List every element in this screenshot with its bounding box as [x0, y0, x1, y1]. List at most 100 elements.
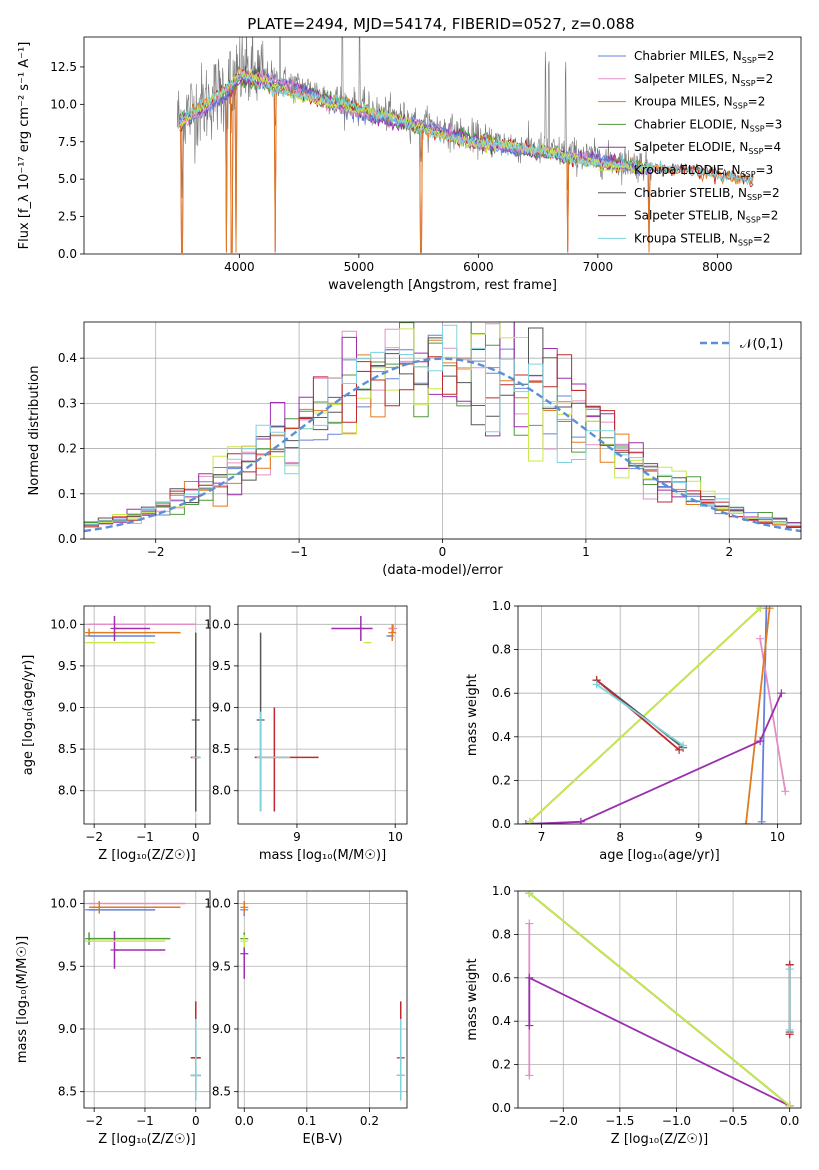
x-tick-label: 0.2 — [360, 1114, 379, 1128]
axes-frame — [517, 890, 802, 1109]
y-tick-label: 9.0 — [212, 1022, 231, 1036]
data-point — [525, 1021, 534, 1030]
x-tick-label: 8000 — [702, 260, 733, 274]
y-tick-label: 0.0 — [58, 247, 77, 261]
y-tick-label: 10.0 — [50, 617, 77, 631]
panel-residuals: −2 −1 0 1 2 0.0 0.1 0.2 0.3 0.4 (data-model)/error… — [27, 321, 802, 578]
y-tick-label: 0.8 — [492, 643, 511, 657]
weight-series-line — [528, 892, 791, 1107]
x-tick-label: −1.5 — [605, 1114, 634, 1128]
x-tick-label: 0 — [439, 545, 447, 559]
x-tick-label: 7000 — [583, 260, 614, 274]
axes-frame — [83, 605, 211, 825]
x-axis-label: mass [log₁₀(M/M☉)] — [259, 848, 386, 863]
weight-series-line — [528, 976, 791, 1107]
residual-histogram — [84, 324, 801, 526]
legend: 𝒩(0,1) — [700, 337, 783, 352]
axes-frame — [83, 890, 211, 1109]
data-point — [675, 745, 684, 754]
y-tick-label: 8.0 — [58, 784, 77, 798]
x-tick-label: 6000 — [463, 260, 494, 274]
y-tick-label: 7.5 — [58, 135, 77, 149]
data-point — [757, 817, 766, 824]
legend-label: Kroupa STELIB, NSSP=2 — [634, 231, 771, 247]
x-tick-label: 0.1 — [297, 1114, 316, 1128]
y-axis-label: Normed distribution — [27, 366, 42, 496]
axes-frame — [83, 321, 802, 540]
panel-weight-vs-age: 7 8 9 10 0.0 0.2 0.4 0.6 0.8 1.0 age [log₁₀(age/yr… — [465, 599, 802, 863]
x-tick-label: 0 — [192, 830, 200, 844]
data-point — [756, 634, 765, 643]
weight-series-line — [596, 679, 680, 751]
x-tick-label: 9 — [293, 830, 301, 844]
data-point — [592, 680, 601, 689]
x-tick-label: 0 — [192, 1114, 200, 1128]
y-tick-label: 0.6 — [492, 971, 511, 985]
x-tick-label: −2 — [147, 545, 165, 559]
data-point — [525, 973, 534, 982]
axes-frame — [237, 890, 408, 1109]
y-tick-label: 1.0 — [492, 884, 511, 898]
model-spectrum — [179, 71, 754, 253]
data-point — [765, 606, 774, 613]
x-axis-label: wavelength [Angstrom, rest frame] — [328, 278, 557, 293]
y-tick-label: 0.2 — [492, 1058, 511, 1072]
data-point — [525, 891, 534, 898]
y-tick-label: 0.4 — [492, 730, 511, 744]
x-tick-label: 10 — [770, 830, 785, 844]
y-tick-label: 8.5 — [58, 1085, 77, 1099]
legend-label: Chabrier STELIB, NSSP=2 — [634, 186, 780, 202]
legend-label: Salpeter STELIB, NSSP=2 — [634, 209, 778, 225]
normal-reference-curve — [84, 357, 801, 533]
legend-label: Salpeter ELODIE, NSSP=4 — [634, 140, 781, 156]
data-point — [785, 1101, 794, 1108]
x-axis-label: (data-model)/error — [382, 563, 503, 578]
legend-label: Chabrier MILES, NSSP=2 — [634, 49, 774, 65]
y-tick-label: 2.5 — [58, 210, 77, 224]
data-point — [756, 606, 765, 613]
plot-area — [85, 901, 201, 1101]
legend-label: Kroupa MILES, NSSP=2 — [634, 95, 765, 111]
y-tick-label: 0.0 — [58, 532, 77, 546]
legend-label: 𝒩(0,1) — [740, 337, 783, 352]
weight-series-line — [745, 608, 771, 824]
x-tick-label: 0.0 — [235, 1114, 254, 1128]
y-tick-label: 0.0 — [492, 1101, 511, 1115]
x-axis-label: Z [log₁₀(Z/Z☉)] — [98, 1132, 195, 1147]
model-spectrum — [179, 71, 754, 186]
y-axis-label: Flux [f_λ 10⁻¹⁷ erg cm⁻² s⁻¹ A⁻¹] — [17, 42, 32, 250]
y-tick-label: 8.5 — [58, 742, 77, 756]
panel-age-vs-mass: 9 10 8.0 8.5 9.0 9.5 10.0 mass [log₁₀(M/M☉)] — [204, 605, 408, 863]
plot-area — [521, 606, 790, 824]
data-point — [679, 741, 688, 750]
x-tick-label: −0.5 — [719, 1114, 748, 1128]
plot-area — [525, 891, 794, 1108]
x-tick-label: −1 — [290, 545, 308, 559]
y-tick-label: 0.2 — [58, 442, 77, 456]
legend-label: Chabrier ELODIE, NSSP=3 — [634, 117, 782, 133]
x-axis-label: Z [log₁₀(Z/Z☉)] — [98, 848, 195, 863]
plot-area — [85, 615, 201, 812]
x-axis-label: age [log₁₀(age/yr)] — [599, 848, 720, 863]
legend-label: Salpeter MILES, NSSP=2 — [634, 72, 773, 88]
x-tick-label: −1 — [136, 1114, 154, 1128]
weight-series-line — [525, 692, 783, 824]
x-axis-label: E(B-V) — [302, 1132, 342, 1147]
y-tick-label: 0.8 — [492, 927, 511, 941]
residual-histogram — [84, 322, 801, 525]
legend: Chabrier MILES, NSSP=2 Salpeter MILES, NS… — [598, 49, 782, 247]
data-point — [576, 817, 585, 824]
panel-mass-vs-Z: −2 −1 0 8.5 9.0 9.5 10.0 Z [log₁₀(Z/Z☉)] mass [l… — [15, 890, 211, 1147]
y-tick-label: 8.5 — [212, 1085, 231, 1099]
x-tick-label: −2 — [85, 1114, 103, 1128]
x-tick-label: 2 — [725, 545, 733, 559]
data-point — [525, 1071, 534, 1080]
model-spectrum — [179, 68, 651, 175]
y-axis-label: mass weight — [465, 958, 480, 1040]
y-axis-label: mass weight — [465, 674, 480, 756]
x-tick-label: 1 — [582, 545, 590, 559]
y-tick-label: 0.1 — [58, 487, 77, 501]
y-tick-label: 9.0 — [58, 701, 77, 715]
figure-title: PLATE=2494, MJD=54174, FIBERID=0527, z=0… — [247, 15, 634, 33]
